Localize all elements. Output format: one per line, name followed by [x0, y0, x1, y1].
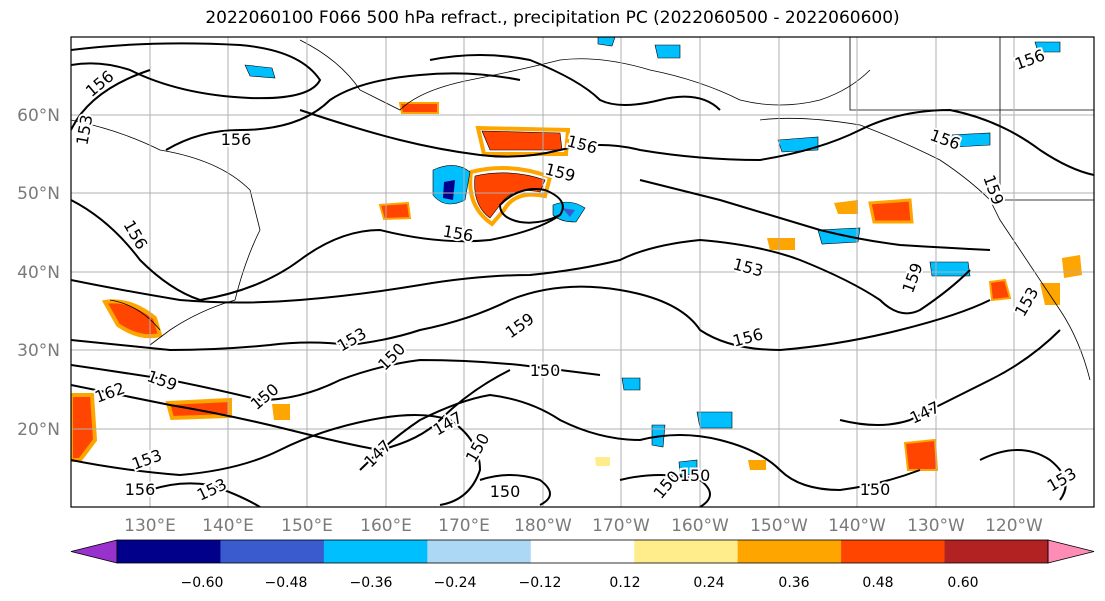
lon-label: 170°E	[438, 516, 490, 536]
colorbar-outline	[116, 539, 1049, 564]
lon-label: 150°W	[750, 516, 808, 536]
colorbar-tick-label: −0.24	[434, 575, 477, 591]
colorbar-segment	[944, 540, 1049, 563]
colorbar-tick-labels: −0.60 −0.48 −0.36 −0.24 −0.12 0.12 0.24 …	[181, 575, 979, 591]
lat-label: 40°N	[17, 263, 60, 283]
lat-label: 20°N	[17, 420, 60, 440]
colorbar-segment	[323, 540, 428, 563]
colorbar-segment	[220, 540, 325, 563]
precip-shading	[71, 37, 1082, 476]
lon-label: 140°W	[828, 516, 886, 536]
lon-label: 120°W	[985, 516, 1043, 536]
lon-label: 140°E	[202, 516, 254, 536]
colorbar-segment	[117, 540, 221, 563]
colorbar-extend-max	[1047, 539, 1095, 564]
lon-label: 180°W	[514, 516, 572, 536]
lon-label: 170°W	[592, 516, 650, 536]
lon-label: 130°E	[124, 516, 176, 536]
colorbar-tick-label: −0.12	[519, 575, 562, 591]
contour-label: 150	[530, 361, 561, 380]
lon-label: 150°E	[281, 516, 333, 536]
lat-label: 30°N	[17, 341, 60, 361]
contour-label: 156	[125, 480, 156, 499]
colorbar-segment	[634, 540, 739, 563]
coastlines	[71, 37, 1094, 381]
colorbar-segment	[841, 540, 946, 563]
contour-label: 150	[860, 480, 891, 499]
colorbar-segment	[530, 540, 635, 563]
longitude-labels: 130°E 140°E 150°E 160°E 170°E 180°W 170°…	[124, 516, 1043, 536]
colorbar	[70, 539, 1095, 564]
colorbar-tick-label: −0.60	[181, 575, 224, 591]
colorbar-segment	[427, 540, 532, 563]
colorbar-tick-label: 0.60	[947, 575, 978, 591]
map-frame	[70, 36, 1095, 508]
map-title: 2022060100 F066 500 hPa refract., precip…	[205, 8, 900, 28]
contour-label: 150	[680, 466, 711, 485]
colorbar-tick-label: 0.24	[693, 575, 724, 591]
contour-label: 150	[490, 482, 521, 501]
latitude-labels: 60°N 50°N 40°N 30°N 20°N	[17, 106, 60, 440]
lat-label: 60°N	[17, 106, 60, 126]
colorbar-tick-label: −0.48	[265, 575, 308, 591]
colorbar-tick-label: 0.48	[862, 575, 893, 591]
contour-label: 156	[221, 130, 252, 149]
colorbar-segment	[737, 540, 842, 563]
lat-label: 50°N	[17, 184, 60, 204]
lon-label: 130°W	[907, 516, 965, 536]
lon-label: 160°E	[360, 516, 412, 536]
colorbar-tick-label: 0.36	[778, 575, 809, 591]
colorbar-extend-min	[70, 539, 118, 564]
lon-label: 160°W	[671, 516, 729, 536]
refractivity-contours	[71, 42, 1094, 507]
colorbar-tick-label: −0.36	[350, 575, 393, 591]
colorbar-tick-label: 0.12	[609, 575, 640, 591]
